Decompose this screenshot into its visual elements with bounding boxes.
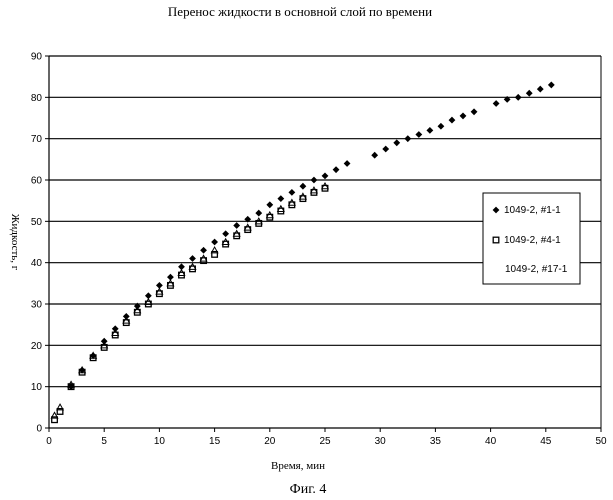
y-tick-label: 60 — [31, 176, 43, 187]
data-point-series-1 — [300, 183, 307, 190]
data-point-series-1 — [493, 100, 500, 107]
x-axis-label: Время, мин — [271, 460, 325, 472]
data-point-series-1 — [415, 131, 422, 138]
data-point-series-1 — [438, 123, 445, 130]
x-tick-label: 0 — [46, 436, 52, 447]
data-point-series-1 — [382, 146, 389, 153]
data-point-series-1 — [344, 160, 351, 167]
data-point-series-1 — [460, 113, 467, 120]
legend-label-series-2: 1049-2, #4-1 — [504, 235, 561, 246]
y-tick-label: 30 — [31, 300, 43, 311]
y-tick-label: 10 — [31, 382, 43, 393]
y-axis-label: Жидкость, г — [9, 214, 21, 271]
x-tick-label: 5 — [101, 436, 107, 447]
legend-label-series-3: 1049-2, #17-1 — [505, 264, 568, 275]
figure-caption: Фиг. 4 — [290, 482, 327, 497]
data-point-series-1 — [311, 177, 318, 184]
data-point-series-1 — [200, 247, 207, 254]
x-tick-label: 45 — [540, 436, 552, 447]
x-tick-label: 40 — [485, 436, 497, 447]
y-tick-label: 40 — [31, 258, 43, 269]
data-points — [51, 82, 554, 423]
data-point-series-1 — [277, 195, 284, 202]
legend: 1049-2, #1-1 1049-2, #4-1 1049-2, #17-1 — [483, 193, 580, 284]
data-point-series-1 — [426, 127, 433, 134]
data-point-series-1 — [189, 255, 196, 262]
y-tick-label: 0 — [36, 424, 42, 435]
data-point-series-1 — [449, 117, 456, 124]
data-point-series-1 — [211, 239, 218, 246]
y-tick-label: 50 — [31, 217, 43, 228]
data-point-series-1 — [266, 201, 273, 208]
data-point-series-1 — [322, 172, 329, 179]
data-point-series-1 — [515, 94, 522, 101]
data-point-series-1 — [333, 166, 340, 173]
data-point-series-1 — [222, 230, 229, 237]
data-point-series-1 — [371, 152, 378, 159]
y-tick-label: 20 — [31, 341, 43, 352]
data-point-series-1 — [526, 90, 533, 97]
data-point-series-1 — [548, 82, 555, 89]
x-tick-label: 25 — [319, 436, 331, 447]
x-tick-label: 20 — [264, 436, 276, 447]
data-point-series-1 — [471, 108, 478, 115]
data-point-series-1 — [233, 222, 240, 229]
x-tick-label: 30 — [375, 436, 387, 447]
x-tick-label: 35 — [430, 436, 442, 447]
data-point-series-1 — [288, 189, 295, 196]
y-tick-label: 80 — [31, 93, 43, 104]
data-point-series-1 — [255, 210, 262, 217]
data-point-series-1 — [404, 135, 411, 142]
y-tick-label: 90 — [31, 52, 43, 63]
chart-title: Перенос жидкости в основной слой по врем… — [168, 4, 432, 19]
x-tick-label: 10 — [154, 436, 166, 447]
data-point-series-1 — [393, 139, 400, 146]
x-tick-label: 15 — [209, 436, 221, 447]
data-point-series-1 — [537, 86, 544, 93]
y-tick-label: 70 — [31, 134, 43, 145]
x-tick-label: 50 — [595, 436, 607, 447]
legend-label-series-1: 1049-2, #1-1 — [504, 205, 561, 216]
